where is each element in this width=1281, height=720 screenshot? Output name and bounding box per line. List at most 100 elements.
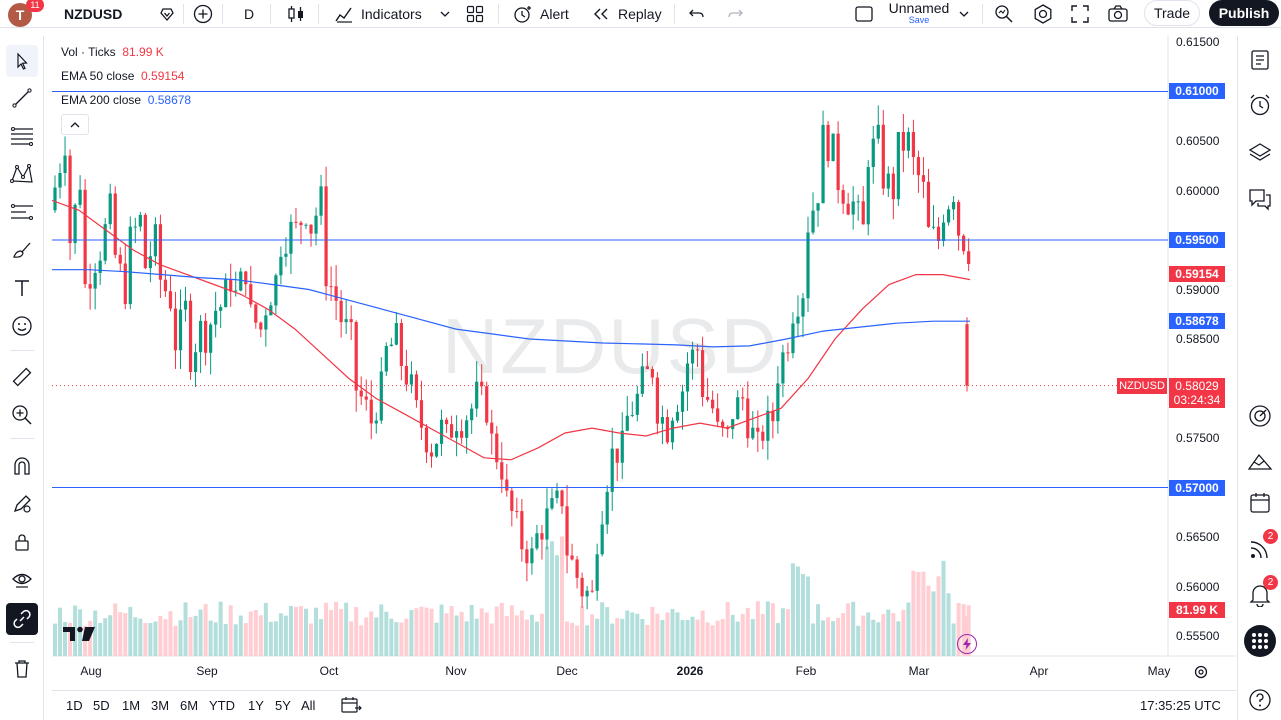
- candle-up: [736, 397, 740, 420]
- screener-target-icon[interactable]: [1244, 400, 1276, 432]
- prediction-measure-icon[interactable]: [6, 196, 38, 228]
- candle-up: [585, 590, 589, 597]
- pattern-xabcd-icon[interactable]: [6, 158, 38, 190]
- time-axis-settings-gear-icon[interactable]: [1193, 664, 1209, 685]
- text-tool-icon[interactable]: [6, 272, 38, 304]
- volume-bar: [399, 622, 404, 656]
- calendar-icon[interactable]: [1244, 487, 1276, 519]
- object-tree-layers-icon[interactable]: [1244, 136, 1276, 168]
- candle-down: [901, 132, 905, 151]
- range-button-1d[interactable]: 1D: [66, 698, 83, 713]
- cursor-arrow-icon[interactable]: [6, 45, 38, 77]
- emoji-smiley-icon[interactable]: [6, 310, 38, 342]
- utc-clock[interactable]: 17:35:25 UTC: [1140, 698, 1221, 713]
- fullscreen-icon[interactable]: [1070, 0, 1090, 27]
- sync-drawings-link-icon[interactable]: [6, 603, 38, 635]
- volume-bar: [635, 613, 640, 656]
- volume-bar: [208, 620, 213, 656]
- price-chart-svg[interactable]: [52, 36, 1236, 686]
- volume-bar: [946, 593, 951, 656]
- alert-button[interactable]: Alert: [512, 0, 569, 27]
- compare-symbol-plus-icon[interactable]: [193, 0, 213, 27]
- range-button-3m[interactable]: 3M: [151, 698, 170, 713]
- collapse-legend-chevron-up-icon[interactable]: [61, 114, 89, 135]
- candle-up: [625, 415, 629, 431]
- settings-gear-icon[interactable]: [1032, 0, 1054, 27]
- indicators-label: Indicators: [361, 5, 422, 22]
- volume-bar: [514, 615, 519, 656]
- snapshot-camera-icon[interactable]: [1107, 0, 1129, 27]
- help-question-icon[interactable]: [1244, 684, 1276, 716]
- legend-ema200[interactable]: EMA 200 close 0.58678: [61, 93, 191, 107]
- legend-ema50[interactable]: EMA 50 close 0.59154: [61, 69, 184, 83]
- pine-editor-mountain-icon[interactable]: [1244, 445, 1276, 477]
- candle-down: [926, 181, 931, 227]
- layout-name-button[interactable]: Unnamed Save: [888, 1, 950, 26]
- tradingview-logo-icon[interactable]: [62, 624, 96, 649]
- watchlist-icon[interactable]: [1244, 44, 1276, 76]
- volume-bar: [273, 621, 278, 656]
- symbol-search-button[interactable]: NZDUSD: [64, 0, 122, 27]
- brush-icon[interactable]: [6, 234, 38, 266]
- quick-search-icon[interactable]: [994, 0, 1014, 27]
- legend-volume[interactable]: Vol · Ticks 81.99 K: [61, 45, 164, 59]
- candle-up: [470, 408, 474, 421]
- range-button-6m[interactable]: 6M: [180, 698, 199, 713]
- volume-bar: [831, 621, 836, 656]
- indicators-button[interactable]: Indicators: [334, 0, 422, 27]
- undo-icon[interactable]: [688, 0, 706, 27]
- magnet-icon[interactable]: [6, 450, 38, 482]
- layout-dropdown-chevron-icon[interactable]: [958, 0, 970, 27]
- ruler-measure-icon[interactable]: [6, 361, 38, 393]
- range-button-1m[interactable]: 1M: [122, 698, 141, 713]
- volume-bar: [108, 615, 113, 656]
- products-menu-grid-icon[interactable]: [1244, 625, 1276, 657]
- indicators-dropdown-chevron-icon[interactable]: [440, 0, 450, 27]
- stay-in-drawing-mode-icon[interactable]: [6, 488, 38, 520]
- time-tick-label: 2026: [676, 664, 704, 678]
- volume-bar: [118, 612, 123, 656]
- layout-grid-icon[interactable]: [466, 0, 484, 27]
- replay-button[interactable]: Replay: [592, 0, 662, 27]
- add-to-watchlist-icon[interactable]: [158, 0, 176, 27]
- range-button-all[interactable]: All: [301, 698, 316, 713]
- trade-button[interactable]: Trade: [1144, 0, 1200, 26]
- volume-bar: [570, 622, 575, 656]
- volume-bar: [489, 623, 494, 656]
- volume-bar: [268, 621, 273, 656]
- candle-down: [364, 396, 368, 400]
- range-button-5y[interactable]: 5Y: [275, 698, 291, 713]
- interval-button[interactable]: D: [244, 0, 254, 27]
- candle-down: [575, 559, 579, 578]
- fib-retracement-icon[interactable]: [6, 120, 38, 152]
- alerts-clock-icon[interactable]: [1244, 89, 1276, 121]
- range-button-5d[interactable]: 5D: [93, 698, 110, 713]
- chats-speech-bubble-icon[interactable]: [1244, 183, 1276, 215]
- candle-down: [359, 390, 363, 397]
- price-tick-label: 0.60500: [1176, 134, 1220, 148]
- range-button-1y[interactable]: 1Y: [248, 698, 264, 713]
- range-button-ytd[interactable]: YTD: [209, 698, 235, 713]
- candle-down: [309, 224, 313, 234]
- trend-line-icon[interactable]: [6, 82, 38, 114]
- hide-drawings-eye-icon[interactable]: [6, 564, 38, 596]
- zoom-in-icon[interactable]: [6, 399, 38, 431]
- volume-bar: [304, 608, 308, 656]
- candles-chart-type-icon[interactable]: [286, 0, 306, 27]
- lightning-events-icon[interactable]: [957, 634, 977, 654]
- chart-pane[interactable]: NZDUSD Vol · Ticks 81.99 K EMA 50 close …: [52, 35, 1236, 686]
- legend-ema200-value: 0.58678: [147, 93, 192, 107]
- date-range-calendar-icon[interactable]: [340, 696, 362, 719]
- publish-button[interactable]: Publish: [1209, 0, 1279, 26]
- notifications-bell-icon[interactable]: 2: [1244, 575, 1278, 611]
- volume-bar: [78, 609, 83, 656]
- candle-down: [485, 386, 489, 423]
- lock-drawings-icon[interactable]: [6, 526, 38, 558]
- streams-broadcast-icon[interactable]: 2: [1244, 529, 1278, 565]
- volume-bar: [625, 610, 630, 656]
- layout-checkbox-icon[interactable]: [854, 0, 874, 27]
- candle-up: [183, 300, 188, 310]
- remove-drawings-trash-icon[interactable]: [6, 653, 38, 685]
- candle-up: [931, 226, 936, 228]
- redo-icon[interactable]: [726, 0, 744, 27]
